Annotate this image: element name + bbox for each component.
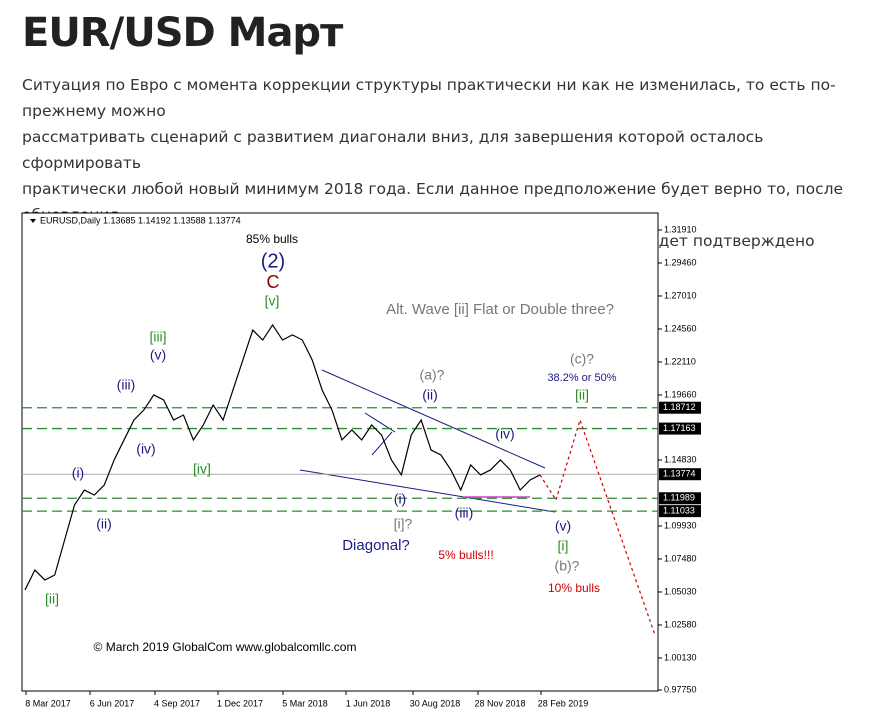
wave-label: (iv) — [136, 441, 155, 457]
wave-label: (2) — [261, 250, 285, 272]
wave-label: © March 2019 GlobalCom www.globalcomllc.… — [94, 640, 357, 654]
x-tick-label: 6 Jun 2017 — [90, 698, 135, 708]
wave-label: [ii] — [45, 591, 59, 607]
level-label-box — [659, 422, 701, 435]
x-tick-label: 28 Feb 2019 — [538, 698, 589, 708]
wave-label: [ii] — [575, 387, 589, 403]
trend-line — [299, 469, 556, 513]
wave-label: C — [267, 272, 280, 292]
x-tick-label: 30 Aug 2018 — [410, 698, 461, 708]
x-tick-label: 4 Sep 2017 — [154, 698, 200, 708]
wave-label: [v] — [265, 293, 280, 309]
forecast-line — [539, 418, 656, 636]
y-tick-label: 0.97750 — [664, 684, 697, 694]
wave-label: 85% bulls — [246, 232, 298, 246]
x-tick-label: 28 Nov 2018 — [474, 698, 525, 708]
wave-label: 10% bulls — [548, 581, 600, 595]
x-tick-label: 8 Mar 2017 — [25, 698, 71, 708]
level-label: 1.18712 — [663, 402, 696, 412]
level-label-box — [659, 401, 701, 414]
wave-label: (c)? — [570, 351, 594, 367]
y-tick-label: 1.00130 — [664, 652, 697, 662]
y-tick-label: 1.09930 — [664, 520, 697, 530]
y-tick-label: 1.22110 — [664, 356, 696, 366]
x-tick-label: 1 Dec 2017 — [217, 698, 263, 708]
plot-frame — [21, 212, 659, 692]
wave-label: (v) — [150, 347, 166, 363]
wave-label: (iii) — [117, 377, 136, 393]
trend-line — [321, 369, 546, 469]
y-tick-label: 1.24560 — [664, 323, 697, 333]
wave-label: Diagonal? — [342, 537, 410, 554]
x-tick-label: 5 Mar 2018 — [282, 698, 328, 708]
level-label: 1.11989 — [663, 493, 695, 503]
price-line — [24, 323, 541, 591]
level-label: 1.17163 — [663, 423, 696, 433]
y-tick-label: 1.14830 — [664, 454, 697, 464]
y-tick-label: 1.27010 — [664, 290, 697, 300]
wave-label: Alt. Wave [ii] Flat or Double three? — [386, 301, 614, 318]
wave-label: (v) — [555, 518, 571, 534]
wave-label: (iii) — [455, 505, 474, 521]
wave-label: (iv) — [495, 426, 514, 442]
level-label: 1.11033 — [663, 506, 695, 516]
y-tick-label: 1.29460 — [664, 257, 697, 267]
y-tick-label: 1.31910 — [664, 224, 697, 234]
level-label-box — [659, 492, 701, 505]
wave-label: (a)? — [420, 367, 445, 383]
text-line: Ситуация по Евро с момента коррекции стр… — [22, 76, 836, 120]
y-tick-label: 1.07480 — [664, 553, 697, 563]
chart-header: EURUSD,Daily 1.13685 1.14192 1.13588 1.1… — [40, 215, 241, 225]
wave-label: (i) — [72, 465, 84, 481]
wave-label: 5% bulls!!! — [438, 548, 493, 562]
wave-label: [i]? — [394, 516, 413, 532]
wave-label: (ii) — [422, 387, 438, 403]
wave-label: [iv] — [193, 461, 211, 477]
wave-label: (ii) — [96, 516, 112, 532]
level-label-box — [659, 468, 701, 481]
y-tick-label: 1.05030 — [664, 586, 697, 596]
wave-label: [i] — [558, 538, 569, 554]
y-tick-label: 1.02580 — [664, 619, 697, 629]
title: EUR/USD Март — [22, 10, 343, 56]
level-label: 1.13774 — [663, 469, 696, 479]
wave-label: (b)? — [555, 558, 580, 574]
level-label-box — [659, 505, 701, 518]
x-tick-label: 1 Jun 2018 — [346, 698, 391, 708]
trend-line — [371, 431, 393, 456]
wave-label: [iii] — [149, 329, 166, 345]
y-tick-label: 1.19660 — [664, 389, 697, 399]
icon — [30, 219, 36, 223]
text-line: рассматривать сценарий с развитием диаго… — [22, 128, 764, 172]
wave-label: 38.2% or 50% — [547, 372, 616, 384]
wave-label: (i) — [394, 491, 406, 507]
